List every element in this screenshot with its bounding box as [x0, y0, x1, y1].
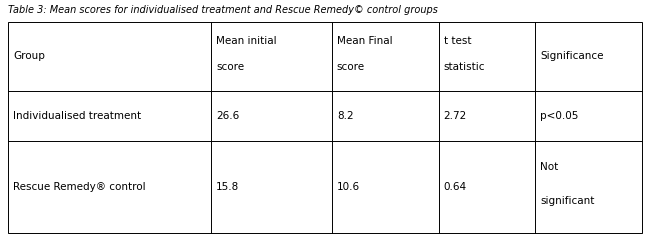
Text: Mean initial: Mean initial — [216, 36, 277, 46]
Text: 2.72: 2.72 — [444, 111, 467, 121]
Text: Rescue Remedy® control: Rescue Remedy® control — [13, 182, 146, 192]
Text: t test: t test — [444, 36, 471, 46]
Text: Group: Group — [13, 51, 45, 61]
Text: 10.6: 10.6 — [337, 182, 360, 192]
Text: Individualised treatment: Individualised treatment — [13, 111, 141, 121]
Text: 8.2: 8.2 — [337, 111, 354, 121]
Text: 15.8: 15.8 — [216, 182, 240, 192]
Text: 26.6: 26.6 — [216, 111, 240, 121]
Text: Not: Not — [540, 162, 558, 172]
Text: score: score — [337, 62, 365, 72]
Text: Significance: Significance — [540, 51, 604, 61]
Text: Mean Final: Mean Final — [337, 36, 393, 46]
Text: statistic: statistic — [444, 62, 485, 72]
Text: score: score — [216, 62, 244, 72]
Text: significant: significant — [540, 196, 595, 206]
Text: Table 3: Mean scores for individualised treatment and Rescue Remedy© control gro: Table 3: Mean scores for individualised … — [8, 5, 438, 15]
Text: 0.64: 0.64 — [444, 182, 467, 192]
Text: p<0.05: p<0.05 — [540, 111, 578, 121]
